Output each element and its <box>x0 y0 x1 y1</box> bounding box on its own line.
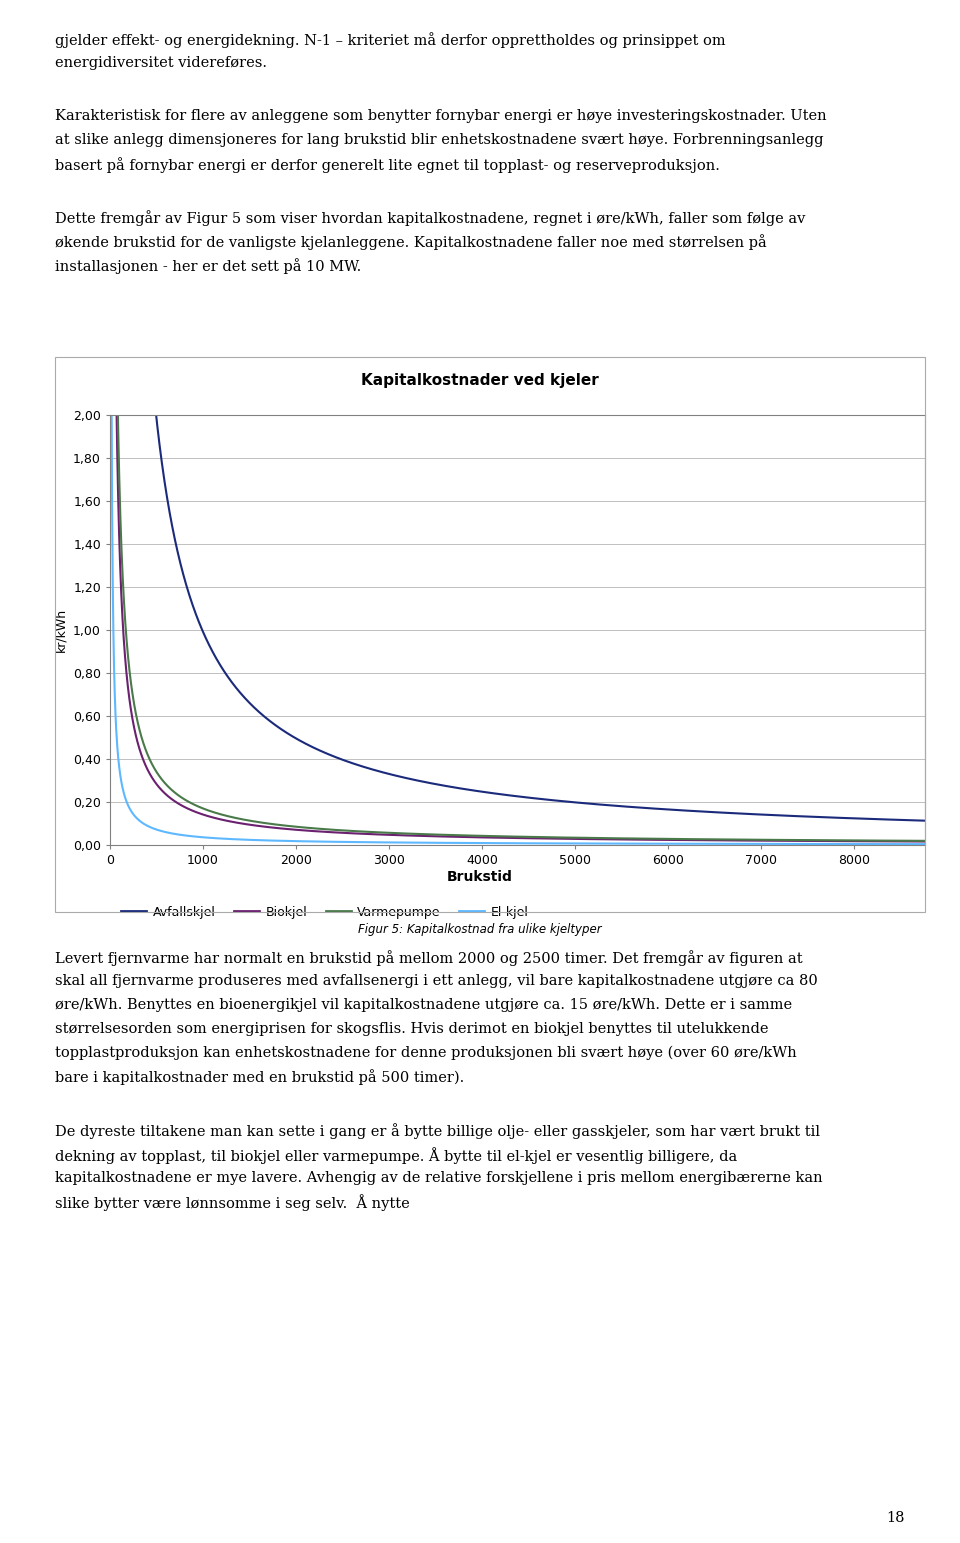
Varmepumpe <box>325 821 337 839</box>
Varmepumpe <box>892 832 903 850</box>
Text: slike bytter være lønnsomme i seg selv.  Å nytte: slike bytter være lønnsomme i seg selv. … <box>55 1194 410 1211</box>
Varmepumpe <box>346 821 357 839</box>
Text: basert på fornybar energi er derfor generelt lite egnet til topplast- og reserve: basert på fornybar energi er derfor gene… <box>55 157 720 173</box>
Text: økende brukstid for de vanligste kjelanleggene. Kapitalkostnadene faller noe med: økende brukstid for de vanligste kjelanl… <box>55 235 767 250</box>
El-kjel <box>336 833 348 852</box>
El-kjel <box>892 835 903 853</box>
Text: De dyreste tiltakene man kan sette i gang er å bytte billige olje- eller gasskje: De dyreste tiltakene man kan sette i gan… <box>55 1123 820 1139</box>
Text: Brukstid: Brukstid <box>447 870 513 884</box>
Biokjel <box>892 832 903 850</box>
Biokjel <box>346 824 357 842</box>
Text: gjelder effekt- og energidekning. N-1 – kriteriet må derfor opprettholdes og pri: gjelder effekt- og energidekning. N-1 – … <box>55 32 726 48</box>
Avfallskjel <box>920 812 931 830</box>
Text: Karakteristisk for flere av anleggene som benytter fornybar energi er høye inves: Karakteristisk for flere av anleggene so… <box>55 110 827 123</box>
El-kjel <box>373 833 385 852</box>
Text: skal all fjernvarme produseres med avfallsenergi i ett anlegg, vil bare kapitalk: skal all fjernvarme produseres med avfal… <box>55 974 818 988</box>
Line: Avfallskjel: Avfallskjel <box>110 0 925 821</box>
Text: Levert fjernvarme har normalt en brukstid på mellom 2000 og 2500 timer. Det frem: Levert fjernvarme har normalt en bruksti… <box>55 950 803 966</box>
El-kjel <box>278 832 290 850</box>
Text: dekning av topplast, til biokjel eller varmepumpe. Å bytte til el-kjel er vesent: dekning av topplast, til biokjel eller v… <box>55 1146 737 1163</box>
Varmepumpe <box>278 816 290 835</box>
Legend: Avfallskjel, Biokjel, Varmepumpe, El-kjel: Avfallskjel, Biokjel, Varmepumpe, El-kje… <box>116 901 534 924</box>
Text: installasjonen - her er det sett på 10 MW.: installasjonen - her er det sett på 10 M… <box>55 258 361 275</box>
Biokjel <box>336 824 348 842</box>
El-kjel <box>920 835 931 853</box>
Text: Figur 5: Kapitalkostnad fra ulike kjeltyper: Figur 5: Kapitalkostnad fra ulike kjelty… <box>358 923 602 937</box>
El-kjel <box>346 833 357 852</box>
Avfallskjel <box>373 762 385 781</box>
Avfallskjel <box>278 722 290 741</box>
Text: Dette fremgår av Figur 5 som viser hvordan kapitalkostnadene, regnet i øre/kWh, : Dette fremgår av Figur 5 som viser hvord… <box>55 210 805 227</box>
Text: 18: 18 <box>886 1511 905 1524</box>
Text: energidiversitet videreføres.: energidiversitet videreføres. <box>55 56 267 69</box>
Avfallskjel <box>892 810 903 829</box>
Varmepumpe <box>373 822 385 841</box>
Biokjel <box>278 819 290 838</box>
Text: kapitalkostnadene er mye lavere. Avhengig av de relative forskjellene i pris mel: kapitalkostnadene er mye lavere. Avhengi… <box>55 1171 823 1185</box>
Y-axis label: kr/kWh: kr/kWh <box>55 608 67 653</box>
Text: at slike anlegg dimensjoneres for lang brukstid blir enhetskostnadene svært høye: at slike anlegg dimensjoneres for lang b… <box>55 133 824 147</box>
Biokjel <box>325 822 337 841</box>
Text: bare i kapitalkostnader med en brukstid på 500 timer).: bare i kapitalkostnader med en brukstid … <box>55 1069 465 1085</box>
Varmepumpe <box>920 832 931 850</box>
Avfallskjel <box>336 750 348 768</box>
El-kjel <box>325 833 337 852</box>
Line: El-kjel: El-kjel <box>110 0 925 844</box>
Text: øre/kWh. Benyttes en bioenergikjel vil kapitalkostnadene utgjøre ca. 15 øre/kWh.: øre/kWh. Benyttes en bioenergikjel vil k… <box>55 998 792 1012</box>
Biokjel <box>373 826 385 844</box>
Biokjel <box>920 832 931 850</box>
Text: topplastproduksjon kan enhetskostnadene for denne produksjonen bli svært høye (o: topplastproduksjon kan enhetskostnadene … <box>55 1046 797 1060</box>
Avfallskjel <box>325 747 337 765</box>
Text: størrelsesorden som energiprisen for skogsflis. Hvis derimot en biokjel benyttes: størrelsesorden som energiprisen for sko… <box>55 1021 769 1035</box>
Line: Biokjel: Biokjel <box>110 0 925 841</box>
Avfallskjel <box>346 753 357 772</box>
Text: Kapitalkostnader ved kjeler: Kapitalkostnader ved kjeler <box>361 372 599 387</box>
Line: Varmepumpe: Varmepumpe <box>110 0 925 841</box>
Varmepumpe <box>336 821 348 839</box>
